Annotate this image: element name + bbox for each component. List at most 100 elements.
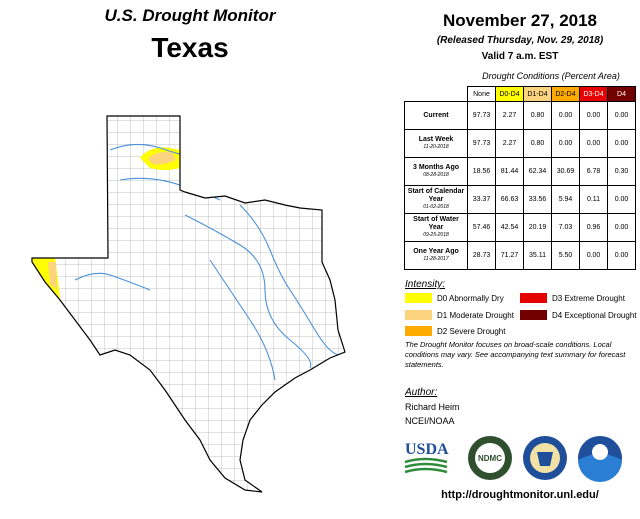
note: The Drought Monitor focuses on broad-sca… bbox=[405, 340, 626, 369]
author-org: NCEI/NOAA bbox=[405, 416, 455, 426]
header-row: None D0-D4 D1-D4 D2-D4 D3-D4 D4 bbox=[404, 86, 636, 102]
value-cell: 5.94 bbox=[551, 185, 580, 214]
value-cell: 0.30 bbox=[607, 157, 636, 186]
author-heading: Author: bbox=[405, 387, 438, 398]
legend-swatch bbox=[520, 310, 547, 320]
value-cell: 0.00 bbox=[551, 101, 580, 130]
value-cell: 0.80 bbox=[523, 101, 552, 130]
value-cell: 66.63 bbox=[495, 185, 524, 214]
row-label-text: Last Week bbox=[418, 136, 454, 143]
value-cell: 0.96 bbox=[579, 213, 608, 242]
legend-item: D2 Severe Drought bbox=[405, 326, 505, 336]
value-cell: 0.11 bbox=[579, 185, 608, 214]
row-date: 09-25-2018 bbox=[423, 232, 449, 238]
legend-swatch bbox=[405, 293, 432, 303]
legend-label: D2 Severe Drought bbox=[437, 326, 506, 336]
value-cell: 2.27 bbox=[495, 101, 524, 130]
value-cell: 0.00 bbox=[551, 129, 580, 158]
row-label-text: Start of Calendar Year bbox=[407, 188, 465, 203]
data-row: 3 Months Ago 08-28-2018 18.56 81.44 62.34 30.… bbox=[404, 157, 636, 186]
usda-logo: USDA bbox=[404, 441, 449, 474]
value-cell: 5.50 bbox=[551, 241, 580, 270]
legend-item: D1 Moderate Drought bbox=[405, 310, 514, 320]
value-cell: 0.00 bbox=[607, 213, 636, 242]
program-title: U.S. Drought Monitor bbox=[104, 6, 276, 25]
value-cell: 97.73 bbox=[467, 129, 496, 158]
data-row: Last Week 11-20-2018 97.73 2.27 0.80 0.00 0.00… bbox=[404, 129, 636, 158]
column-header: D1-D4 bbox=[523, 86, 552, 102]
ndmc-logo: NDMC bbox=[468, 436, 512, 480]
data-row: Start of Calendar Year 01-02-2018 33.37 66.… bbox=[404, 185, 636, 214]
column-header: D2-D4 bbox=[551, 86, 580, 102]
value-cell: 6.78 bbox=[579, 157, 608, 186]
column-header: D4 bbox=[607, 86, 636, 102]
column-header: None bbox=[467, 86, 496, 102]
value-cell: 2.27 bbox=[495, 129, 524, 158]
conditions-table: None D0-D4 D1-D4 D2-D4 D3-D4 D4 Current 97.73 2.… bbox=[404, 86, 636, 270]
legend-item: D0 Abnormally Dry bbox=[405, 293, 504, 303]
value-cell: 71.27 bbox=[495, 241, 524, 270]
value-cell: 81.44 bbox=[495, 157, 524, 186]
column-header: D0-D4 bbox=[495, 86, 524, 102]
row-label-text: One Year Ago bbox=[413, 248, 459, 255]
value-cell: 0.00 bbox=[607, 241, 636, 270]
row-date: 11-20-2018 bbox=[423, 144, 449, 150]
valid-time: Valid 7 a.m. EST bbox=[481, 51, 559, 62]
data-row: Current 97.73 2.27 0.80 0.00 0.00 0.00 bbox=[404, 101, 636, 130]
legend-label: D3 Extreme Drought bbox=[552, 293, 625, 303]
row-label-text: Current bbox=[423, 111, 449, 119]
corner-cell bbox=[404, 86, 468, 102]
row-label: Start of Water Year 09-25-2018 bbox=[404, 213, 468, 242]
value-cell: 0.00 bbox=[579, 129, 608, 158]
legend-title: Intensity: bbox=[405, 279, 446, 290]
table-caption: Drought Conditions (Percent Area) bbox=[482, 71, 620, 81]
legend-label: D0 Abnormally Dry bbox=[437, 293, 504, 303]
value-cell: 33.56 bbox=[523, 185, 552, 214]
data-row: Start of Water Year 09-25-2018 57.46 42.54 2… bbox=[404, 213, 636, 242]
data-row: One Year Ago 11-28-2017 28.73 71.27 35.11 5.5… bbox=[404, 241, 636, 270]
row-label: One Year Ago 11-28-2017 bbox=[404, 241, 468, 270]
logos: USDA NDMC bbox=[404, 436, 622, 482]
value-cell: 18.56 bbox=[467, 157, 496, 186]
row-label: Current bbox=[404, 101, 468, 130]
legend-swatch bbox=[405, 310, 432, 320]
row-label: Last Week 11-20-2018 bbox=[404, 129, 468, 158]
website-url[interactable]: http://droughtmonitor.unl.edu/ bbox=[441, 489, 599, 501]
value-cell: 42.54 bbox=[495, 213, 524, 242]
value-cell: 7.03 bbox=[551, 213, 580, 242]
noaa-logo bbox=[578, 436, 622, 482]
value-cell: 0.00 bbox=[607, 101, 636, 130]
row-label: 3 Months Ago 08-28-2018 bbox=[404, 157, 468, 186]
value-cell: 0.00 bbox=[579, 241, 608, 270]
row-date: 08-28-2018 bbox=[423, 172, 449, 178]
doc-logo bbox=[523, 436, 567, 480]
ndmc-text: NDMC bbox=[478, 454, 502, 463]
d1-area bbox=[48, 262, 57, 290]
usda-text: USDA bbox=[405, 441, 449, 458]
value-cell: 57.46 bbox=[467, 213, 496, 242]
value-cell: 62.34 bbox=[523, 157, 552, 186]
legend-label: D4 Exceptional Drought bbox=[552, 310, 637, 320]
row-label-text: 3 Months Ago bbox=[412, 164, 459, 171]
legend-swatch bbox=[405, 326, 432, 336]
value-cell: 33.37 bbox=[467, 185, 496, 214]
value-cell: 0.00 bbox=[607, 129, 636, 158]
legend-label: D1 Moderate Drought bbox=[437, 310, 514, 320]
legend-item: D3 Extreme Drought bbox=[520, 293, 625, 303]
value-cell: 30.69 bbox=[551, 157, 580, 186]
row-date: 11-28-2017 bbox=[423, 256, 449, 262]
legend-item: D4 Exceptional Drought bbox=[520, 310, 637, 320]
value-cell: 97.73 bbox=[467, 101, 496, 130]
texas-map bbox=[31, 115, 346, 493]
column-header: D3-D4 bbox=[579, 86, 608, 102]
release-date: (Released Thursday, Nov. 29, 2018) bbox=[436, 35, 604, 46]
value-cell: 35.11 bbox=[523, 241, 552, 270]
d1-area bbox=[148, 151, 176, 165]
value-cell: 0.00 bbox=[579, 101, 608, 130]
map-date: November 27, 2018 bbox=[442, 11, 598, 30]
value-cell: 0.80 bbox=[523, 129, 552, 158]
row-date: 01-02-2018 bbox=[423, 204, 449, 210]
legend-swatch bbox=[520, 293, 547, 303]
value-cell: 20.19 bbox=[523, 213, 552, 242]
